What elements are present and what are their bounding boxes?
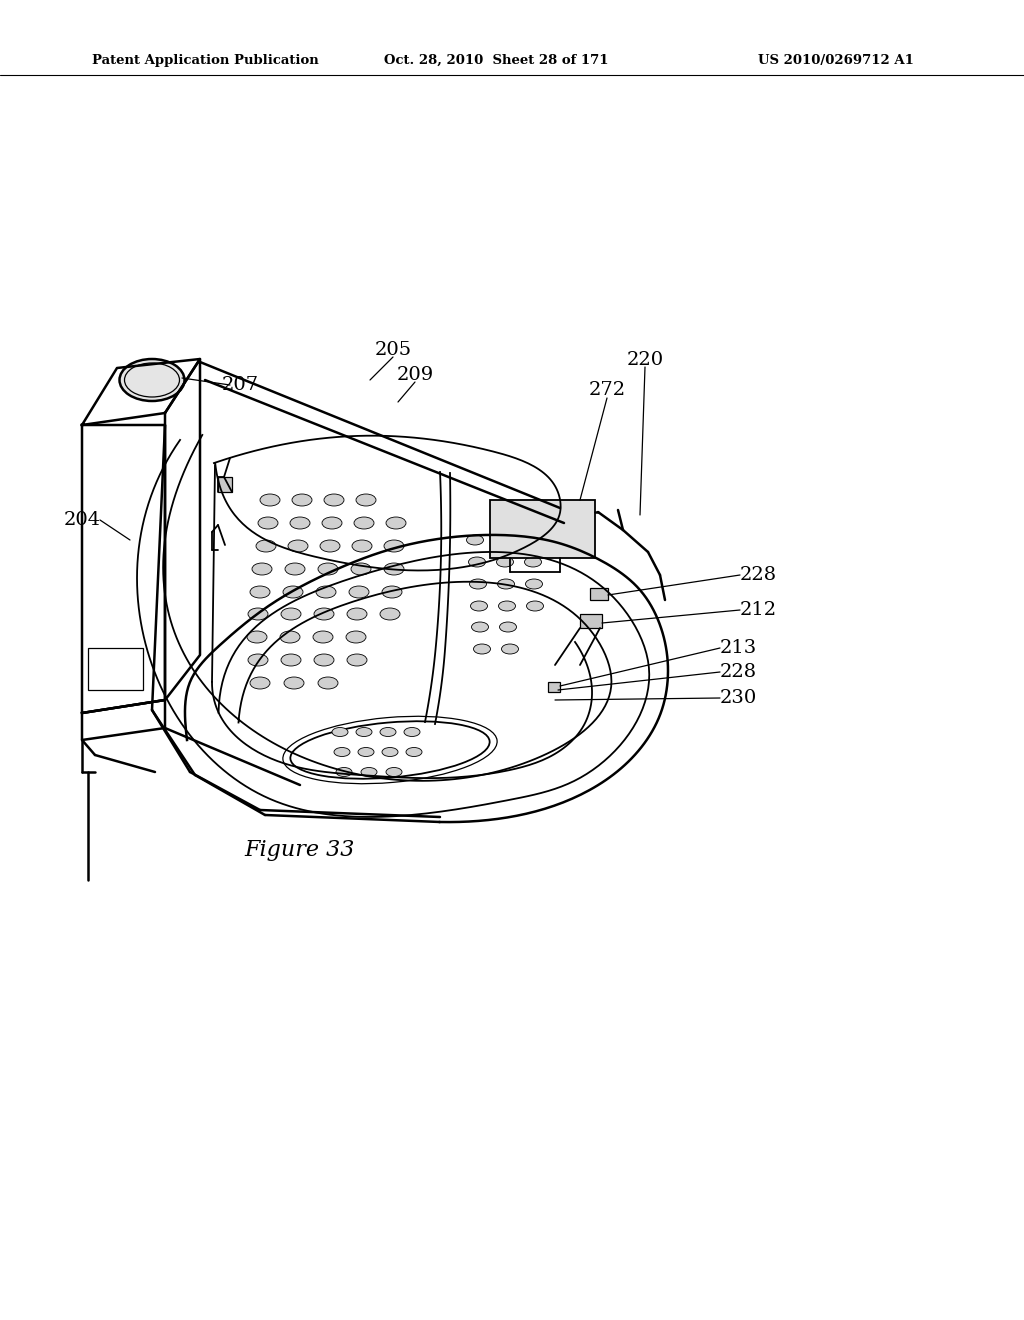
Ellipse shape	[347, 609, 367, 620]
Ellipse shape	[120, 359, 184, 401]
Bar	[218, 477, 232, 492]
Text: 207: 207	[221, 376, 259, 393]
Ellipse shape	[500, 622, 516, 632]
Ellipse shape	[313, 631, 333, 643]
Ellipse shape	[406, 747, 422, 756]
Ellipse shape	[248, 653, 268, 667]
Ellipse shape	[248, 609, 268, 620]
Ellipse shape	[290, 517, 310, 529]
Ellipse shape	[347, 653, 367, 667]
Text: US 2010/0269712 A1: US 2010/0269712 A1	[758, 54, 913, 67]
Ellipse shape	[284, 677, 304, 689]
Text: Figure 33: Figure 33	[245, 840, 355, 861]
Ellipse shape	[380, 727, 396, 737]
Ellipse shape	[281, 653, 301, 667]
Ellipse shape	[382, 747, 398, 756]
Ellipse shape	[469, 579, 486, 589]
Ellipse shape	[292, 494, 312, 506]
Ellipse shape	[471, 622, 488, 632]
Ellipse shape	[334, 747, 350, 756]
Ellipse shape	[499, 601, 515, 611]
Text: Patent Application Publication: Patent Application Publication	[92, 54, 318, 67]
Ellipse shape	[382, 586, 402, 598]
Bar	[88, 648, 143, 690]
Ellipse shape	[384, 564, 404, 576]
Text: Oct. 28, 2010  Sheet 28 of 171: Oct. 28, 2010 Sheet 28 of 171	[384, 54, 608, 67]
Ellipse shape	[524, 557, 542, 568]
Ellipse shape	[497, 557, 513, 568]
Ellipse shape	[386, 517, 406, 529]
Text: 212: 212	[740, 601, 777, 619]
Ellipse shape	[280, 631, 300, 643]
Ellipse shape	[380, 609, 400, 620]
Text: 205: 205	[375, 341, 412, 359]
Text: 209: 209	[396, 366, 433, 384]
Ellipse shape	[285, 564, 305, 576]
Ellipse shape	[324, 494, 344, 506]
Ellipse shape	[256, 540, 276, 552]
Text: 204: 204	[63, 511, 100, 529]
Ellipse shape	[470, 601, 487, 611]
Ellipse shape	[351, 564, 371, 576]
Text: 213: 213	[720, 639, 758, 657]
Ellipse shape	[356, 494, 376, 506]
Ellipse shape	[318, 677, 338, 689]
Ellipse shape	[526, 601, 544, 611]
Ellipse shape	[525, 579, 543, 589]
Ellipse shape	[469, 557, 485, 568]
Bar	[590, 587, 608, 601]
Ellipse shape	[522, 535, 540, 545]
Ellipse shape	[258, 517, 278, 529]
Ellipse shape	[358, 747, 374, 756]
Ellipse shape	[288, 540, 308, 552]
Bar	[580, 614, 602, 628]
Ellipse shape	[332, 727, 348, 737]
Ellipse shape	[349, 586, 369, 598]
Text: 220: 220	[627, 351, 664, 370]
Ellipse shape	[252, 564, 272, 576]
Ellipse shape	[352, 540, 372, 552]
Text: 272: 272	[589, 381, 626, 399]
Ellipse shape	[361, 767, 377, 776]
Ellipse shape	[283, 586, 303, 598]
Ellipse shape	[318, 564, 338, 576]
Bar	[548, 682, 560, 692]
Ellipse shape	[502, 644, 518, 653]
Ellipse shape	[314, 609, 334, 620]
Ellipse shape	[498, 579, 514, 589]
Ellipse shape	[322, 517, 342, 529]
Ellipse shape	[473, 644, 490, 653]
Ellipse shape	[260, 494, 280, 506]
Text: 228: 228	[740, 566, 777, 583]
Ellipse shape	[250, 586, 270, 598]
Ellipse shape	[319, 540, 340, 552]
Text: 228: 228	[720, 663, 757, 681]
Ellipse shape	[354, 517, 374, 529]
Text: 230: 230	[720, 689, 758, 708]
Ellipse shape	[495, 535, 512, 545]
Ellipse shape	[316, 586, 336, 598]
Ellipse shape	[384, 540, 404, 552]
FancyBboxPatch shape	[490, 500, 595, 558]
Ellipse shape	[386, 767, 402, 776]
Ellipse shape	[346, 631, 366, 643]
Ellipse shape	[281, 609, 301, 620]
Ellipse shape	[467, 535, 483, 545]
Ellipse shape	[247, 631, 267, 643]
Ellipse shape	[404, 727, 420, 737]
Ellipse shape	[314, 653, 334, 667]
Ellipse shape	[356, 727, 372, 737]
Ellipse shape	[336, 767, 352, 776]
Ellipse shape	[250, 677, 270, 689]
